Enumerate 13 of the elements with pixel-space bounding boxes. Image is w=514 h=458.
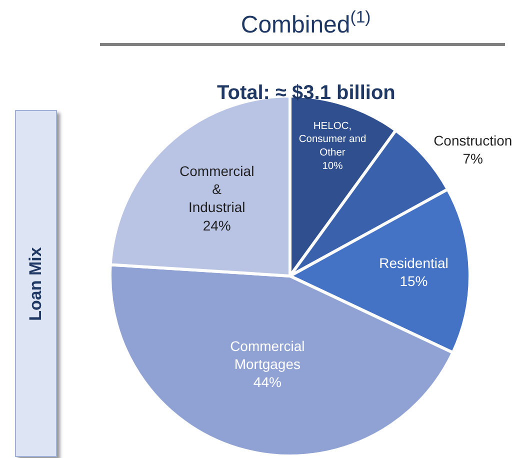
slice-label: HELOC, Consumer and Other [298, 120, 366, 159]
data-label: 24% [202, 217, 231, 234]
data-label: 15% [400, 273, 428, 290]
slice-label: Residential [379, 255, 448, 272]
data-label: 7% [462, 150, 483, 167]
slice-label: Commercial & Industrial [180, 162, 254, 216]
data-label: 10% [322, 160, 343, 172]
chart-title: Combined$^{(1)}$ [240, 7, 371, 38]
chart-subtitle: Total: ≈ $3.1 billion [217, 82, 396, 104]
data-label: 44% [253, 374, 282, 390]
side-panel: Loan Mix [15, 110, 57, 457]
slice-label: Commercial Mortgages [230, 338, 305, 372]
slice-label: Construction [434, 132, 512, 148]
